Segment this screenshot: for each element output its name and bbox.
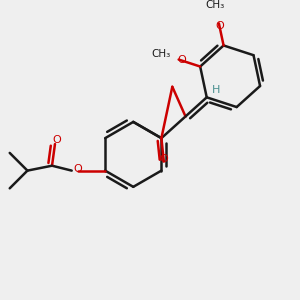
Text: CH₃: CH₃ [151,49,170,59]
Text: H: H [212,85,220,95]
Text: O: O [160,154,168,164]
Text: O: O [73,164,82,174]
Text: CH₃: CH₃ [206,0,225,10]
Text: O: O [52,135,61,145]
Text: O: O [177,56,186,65]
Text: O: O [215,21,224,31]
